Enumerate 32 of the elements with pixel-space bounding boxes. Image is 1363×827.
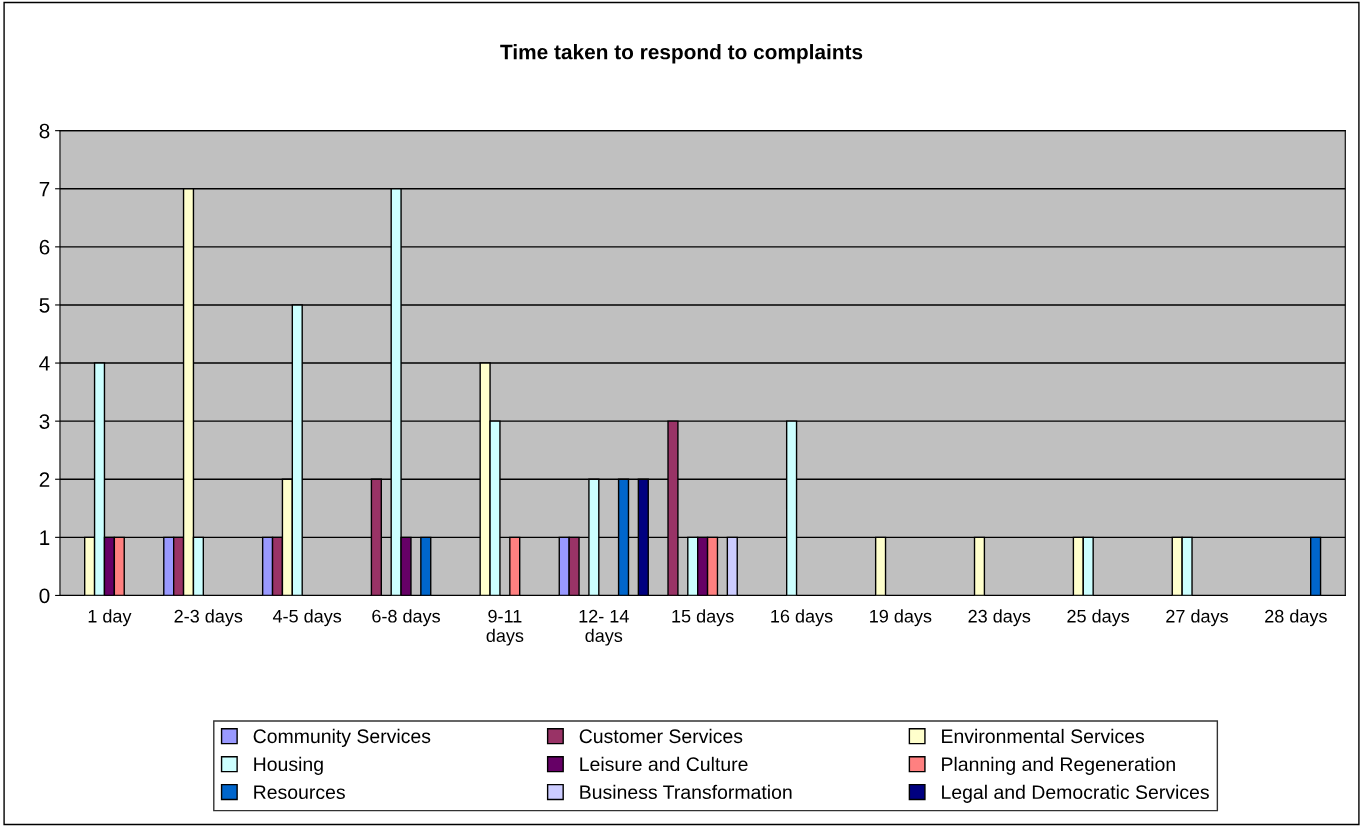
legend-label: Resources — [254, 785, 345, 800]
chart-title: Time taken to respond to complaints — [500, 44, 863, 64]
x-tick-label: 12- 14 days — [579, 609, 629, 646]
legend-label: Leisure and Culture — [580, 756, 748, 772]
y-tick-label: 4 — [39, 356, 50, 371]
y-tick-label: 3 — [39, 414, 50, 429]
legend-label: Planning and Regeneration — [942, 756, 1175, 775]
legend-label: Environmental Services — [942, 728, 1145, 744]
y-tick-label: 6 — [39, 239, 50, 255]
x-tick-label: 9-11 days — [486, 609, 524, 646]
x-tick-label: 25 days — [1067, 609, 1130, 627]
x-tick-label: 16 days — [771, 609, 833, 627]
x-tick-label: 15 days — [672, 609, 734, 627]
x-tick-label: 1 day — [88, 609, 132, 627]
x-tick-label: 4-5 days — [272, 609, 342, 627]
legend-label: Housing — [254, 756, 323, 775]
x-tick-label: 6-8 days — [372, 609, 440, 627]
y-tick-label: 2 — [39, 472, 50, 487]
legend-label: Business Transformation — [580, 784, 792, 800]
y-tick-label: 8 — [39, 123, 50, 139]
y-tick-label: 1 — [40, 530, 50, 545]
x-tick-label: 27 days — [1166, 609, 1228, 627]
y-tick-label: 0 — [39, 588, 50, 604]
x-tick-label: 28 days — [1265, 609, 1327, 627]
x-tick-label: 2-3 days — [174, 609, 243, 627]
x-tick-label: 23 days — [968, 609, 1031, 627]
legend-label: Customer Services — [579, 728, 743, 744]
legend-label: Legal and Democratic Services — [942, 784, 1209, 803]
x-tick-label: 19 days — [870, 609, 932, 627]
legend-label: Community Services — [253, 728, 431, 747]
y-tick-label: 7 — [39, 181, 50, 197]
y-tick-label: 5 — [39, 298, 50, 313]
